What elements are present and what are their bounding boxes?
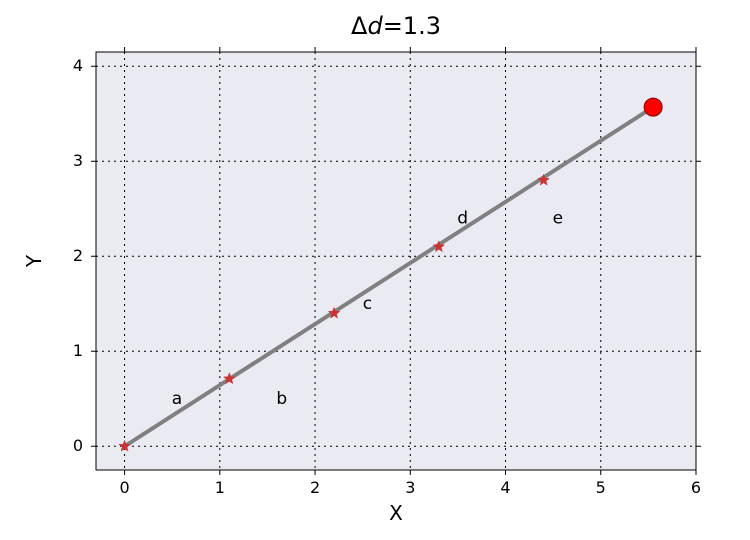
x-tick-label: 6: [691, 478, 701, 497]
chart-title: Δd=1.3: [351, 12, 441, 40]
annotation-label: e: [553, 208, 563, 228]
y-tick-label: 3: [73, 151, 83, 170]
y-tick-label: 2: [73, 246, 83, 265]
x-axis-label: X: [389, 501, 403, 525]
annotation-label: d: [457, 208, 468, 228]
annotation-label: b: [276, 389, 287, 409]
x-tick-label: 1: [215, 478, 225, 497]
y-axis-label: Y: [22, 254, 46, 268]
chart-figure: a b c d e 0 1 2 3 4 5 6 0 1 2 3 4 X Y Δd=1.3: [0, 0, 750, 540]
x-tick-label: 5: [596, 478, 606, 497]
annotation-label: c: [363, 294, 372, 314]
endpoint-marker: [644, 98, 662, 116]
annotation-label: a: [172, 389, 182, 409]
y-tick-label: 0: [73, 436, 83, 455]
x-tick-label: 3: [405, 478, 415, 497]
chart-svg: a b c d e 0 1 2 3 4 5 6 0 1 2 3 4 X Y Δd=1.3: [0, 0, 750, 540]
x-tick-label: 4: [500, 478, 510, 497]
y-tick-label: 1: [73, 341, 83, 360]
y-tick-label: 4: [73, 56, 83, 75]
x-tick-label: 0: [119, 478, 129, 497]
x-tick-label: 2: [310, 478, 320, 497]
